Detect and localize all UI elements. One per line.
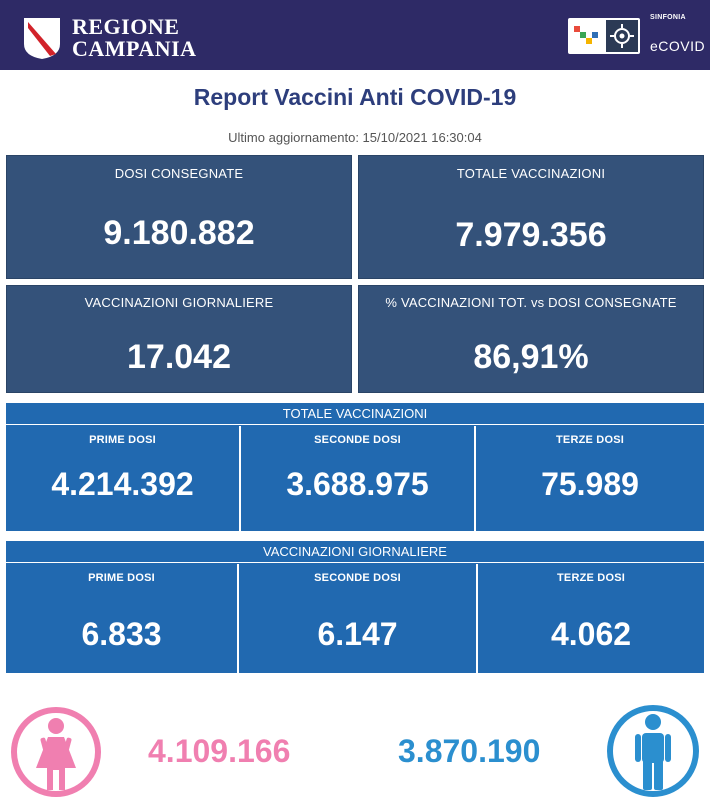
total-vaccinations-value: 7.979.356	[455, 216, 607, 254]
daily-first-doses-label: PRIME DOSI	[88, 572, 155, 584]
percent-vs-delivered-card: % VACCINAZIONI TOT. vs DOSI CONSEGNATE 8…	[358, 285, 704, 393]
male-vaccinated-value: 3.870.190	[398, 733, 541, 769]
last-updated: Ultimo aggiornamento: 15/10/2021 16:30:0…	[228, 130, 482, 145]
daily-section-title: VACCINAZIONI GIORNALIERE	[6, 541, 704, 563]
regione-campania-crest-icon	[24, 18, 60, 59]
total-vaccinations-card: TOTALE VACCINAZIONI 7.979.356	[358, 155, 704, 279]
page-title: Report Vaccini Anti COVID-19	[193, 84, 517, 110]
female-person-icon	[11, 707, 101, 797]
percent-vs-delivered-value: 86,91%	[473, 338, 589, 376]
percent-vs-delivered-label: % VACCINAZIONI TOT. vs DOSI CONSEGNATE	[385, 295, 677, 310]
total-vaccinations-label: TOTALE VACCINAZIONI	[456, 166, 606, 181]
header-bar: REGIONE CAMPANIA SINFONIA eCOVID	[0, 0, 710, 70]
section-divider	[474, 426, 476, 531]
female-vaccinated-value: 4.109.166	[148, 733, 291, 769]
partner-name: eCOVID	[650, 38, 706, 54]
section-divider	[237, 564, 239, 673]
daily-second-doses-label: SECONDE DOSI	[314, 572, 401, 584]
total-second-doses-value: 3.688.975	[286, 466, 429, 502]
total-vaccinations-section: TOTALE VACCINAZIONI PRIME DOSI 4.214.392…	[6, 403, 704, 531]
daily-second-doses: SECONDE DOSI 6.147	[239, 564, 476, 673]
daily-vaccinations-label: VACCINAZIONI GIORNALIERE	[84, 295, 274, 310]
total-first-doses-label: PRIME DOSI	[89, 434, 156, 446]
total-second-doses-label: SECONDE DOSI	[314, 434, 401, 446]
doses-delivered-label: DOSI CONSEGNATE	[114, 166, 244, 181]
doses-delivered-card: DOSI CONSEGNATE 9.180.882	[6, 155, 352, 279]
total-second-doses: SECONDE DOSI 3.688.975	[241, 426, 474, 531]
total-section-title: TOTALE VACCINAZIONI	[6, 403, 704, 425]
section-divider	[476, 564, 478, 673]
total-third-doses-value: 75.989	[541, 466, 639, 502]
total-first-doses-value: 4.214.392	[51, 466, 194, 502]
total-first-doses: PRIME DOSI 4.214.392	[6, 426, 239, 531]
daily-first-doses-value: 6.833	[81, 616, 162, 652]
section-divider	[239, 426, 241, 531]
sinfonia-logo-icon	[574, 20, 638, 52]
daily-vaccinations-value: 17.042	[127, 338, 231, 376]
daily-vaccinations-section: VACCINAZIONI GIORNALIERE PRIME DOSI 6.83…	[6, 541, 704, 673]
brand-name: REGIONE CAMPANIA	[72, 16, 197, 60]
brand-line-1: REGIONE	[72, 14, 180, 39]
daily-third-doses-value: 4.062	[550, 616, 632, 652]
total-third-doses-label: TERZE DOSI	[555, 434, 624, 446]
sinfonia-logo	[568, 18, 640, 54]
brand-line-2: CAMPANIA	[72, 36, 197, 61]
daily-second-doses-value: 6.147	[317, 616, 398, 652]
male-person-icon	[607, 705, 699, 797]
daily-third-doses-label: TERZE DOSI	[556, 572, 625, 584]
doses-delivered-value: 9.180.882	[103, 214, 255, 252]
daily-first-doses: PRIME DOSI 6.833	[6, 564, 237, 673]
daily-vaccinations-card: VACCINAZIONI GIORNALIERE 17.042	[6, 285, 352, 393]
total-third-doses: TERZE DOSI 75.989	[476, 426, 704, 531]
partner-label: SINFONIA	[650, 14, 686, 21]
daily-third-doses: TERZE DOSI 4.062	[478, 564, 704, 673]
